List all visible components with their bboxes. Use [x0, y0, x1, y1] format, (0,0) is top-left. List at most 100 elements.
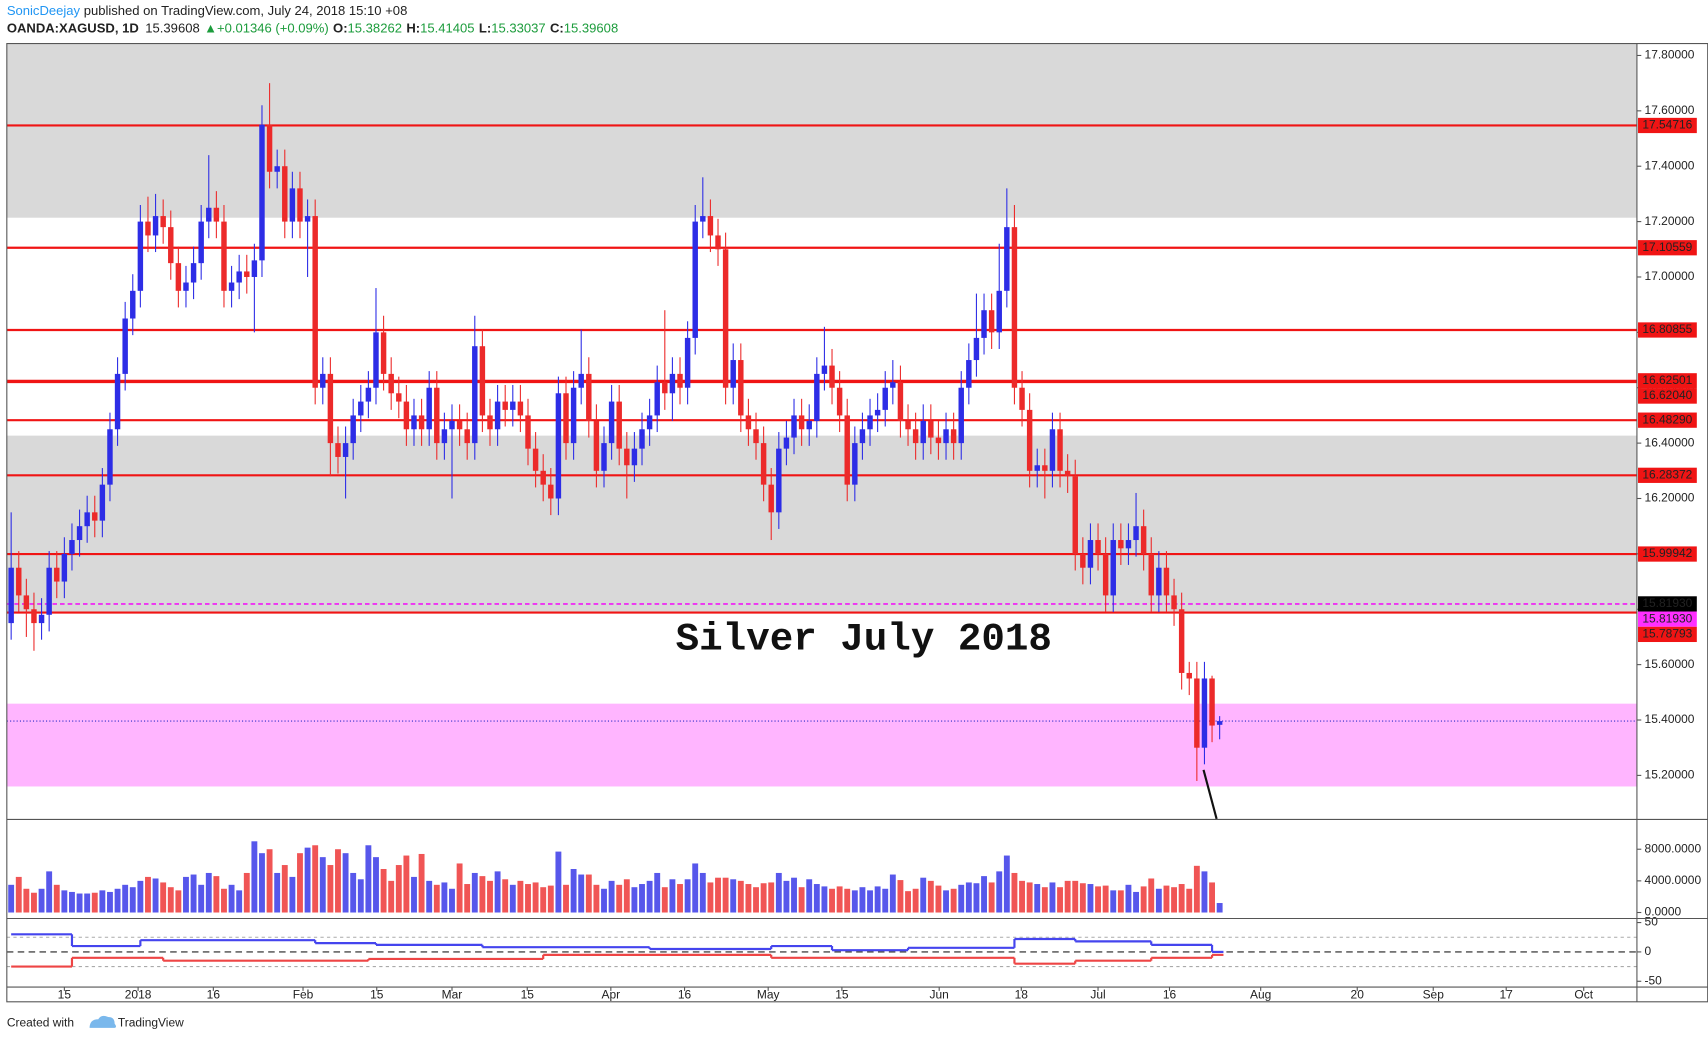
volume-bar: [585, 874, 592, 913]
author[interactable]: SonicDeejay: [7, 3, 81, 18]
x-tick-label: Mar: [442, 987, 463, 1001]
candle-body: [646, 415, 653, 430]
candle-body: [966, 360, 972, 388]
candle-body: [532, 448, 539, 471]
candle-body: [76, 526, 83, 541]
y-tick-label: 16.40000: [1645, 435, 1695, 449]
level-label-box: [1638, 626, 1697, 643]
volume-bar: [654, 872, 661, 913]
volume-bar: [646, 880, 653, 913]
candle-body: [1209, 678, 1215, 726]
volume-bar: [1163, 885, 1170, 913]
candle-body: [358, 401, 364, 416]
candle-body: [654, 382, 660, 416]
candle-body: [540, 470, 546, 485]
volume-bar: [897, 880, 904, 913]
volume-bar: [1110, 890, 1117, 913]
candle-body: [601, 443, 607, 471]
candle-body: [1156, 567, 1162, 596]
volume-bar: [1049, 882, 1056, 913]
candle-body: [1034, 465, 1040, 471]
volume-bar: [487, 880, 493, 913]
ohlc-value: 15.39608: [564, 21, 618, 36]
volume-bar: [996, 871, 1003, 913]
volume-bar: [836, 886, 843, 913]
candle-body: [548, 484, 554, 499]
candle-body: [61, 553, 68, 582]
candle-body: [426, 387, 432, 430]
level-label-box: [1638, 467, 1697, 483]
candle-body: [373, 332, 379, 388]
x-tick-label: Jul: [1090, 987, 1105, 1001]
volume-bar: [494, 871, 501, 913]
candle-body: [479, 346, 486, 416]
candle-body: [1004, 227, 1010, 291]
candle-body: [829, 365, 835, 388]
volume-bar: [91, 892, 98, 913]
volume-bar: [373, 857, 379, 913]
level-label: 16.48290: [1642, 412, 1692, 426]
level-label: 17.54716: [1642, 118, 1692, 132]
y-tick-label: 15.20000: [1645, 768, 1695, 782]
x-tick-label: 15: [370, 987, 384, 1001]
x-tick-label: 18: [1015, 987, 1029, 1001]
volume-bar: [555, 851, 562, 913]
volume-bar: [889, 874, 896, 913]
volume-bar: [1041, 887, 1048, 913]
candle-body: [1064, 470, 1071, 477]
volume-bar: [251, 841, 258, 913]
candle-body: [1186, 672, 1192, 679]
volume-bar: [1201, 871, 1208, 913]
volume-bar: [198, 884, 205, 913]
volume-bar: [327, 865, 334, 913]
volume-bar: [806, 879, 813, 913]
candle-body: [912, 429, 919, 444]
volume-bar: [1148, 878, 1155, 913]
symbol-line: OANDA:XAGUSD, 1D 15.39608 ▲+0.01346 (+0.09…: [7, 21, 618, 36]
candle-body: [456, 420, 463, 430]
volume-bar: [38, 888, 45, 913]
volume-bar: [1003, 855, 1010, 913]
candle-body: [92, 512, 98, 521]
level-label-box: [1638, 373, 1697, 389]
volume-bar: [783, 880, 790, 913]
volume-bar: [502, 879, 509, 913]
candle-body: [46, 567, 52, 615]
candle-body: [745, 415, 752, 430]
footer-brand[interactable]: TradingView: [118, 1016, 184, 1030]
volume-bar: [99, 890, 106, 913]
level-label-box: [1638, 388, 1697, 404]
zone: [6, 435, 1637, 613]
candle-body: [836, 387, 843, 416]
volume-bar: [1117, 890, 1124, 913]
volume-bar: [76, 893, 83, 913]
volume-bar: [297, 853, 303, 913]
candle-body: [396, 393, 402, 402]
volume-bar: [23, 888, 30, 913]
candle-body: [145, 221, 151, 236]
candle-body: [494, 401, 501, 430]
level-label-box: [1638, 611, 1697, 627]
volume-bar: [380, 868, 387, 913]
candle-body: [1140, 526, 1147, 554]
x-tick-label: Feb: [293, 987, 314, 1001]
candle-body: [289, 188, 296, 222]
level-label-box: [1638, 412, 1697, 428]
volume-bar: [152, 878, 159, 913]
ohlc-value: 15.41405: [420, 21, 474, 36]
volume-bar: [1019, 880, 1025, 913]
volume-bar: [335, 849, 341, 913]
candle-body: [586, 373, 592, 421]
volume-bar: [1079, 883, 1086, 913]
candle-body: [38, 614, 45, 624]
volume-bar: [669, 879, 676, 913]
x-tick-label: 15: [521, 987, 535, 1001]
volume-bar: [145, 876, 151, 913]
x-tick-label: 15: [58, 987, 72, 1001]
volume-bar: [190, 874, 197, 913]
level-label-box: [1638, 117, 1697, 134]
zone: [6, 43, 1637, 218]
ohlc-label: L:: [479, 21, 491, 36]
candle-body: [555, 393, 562, 499]
published: published on TradingView.com, July 24, 2…: [80, 3, 407, 18]
